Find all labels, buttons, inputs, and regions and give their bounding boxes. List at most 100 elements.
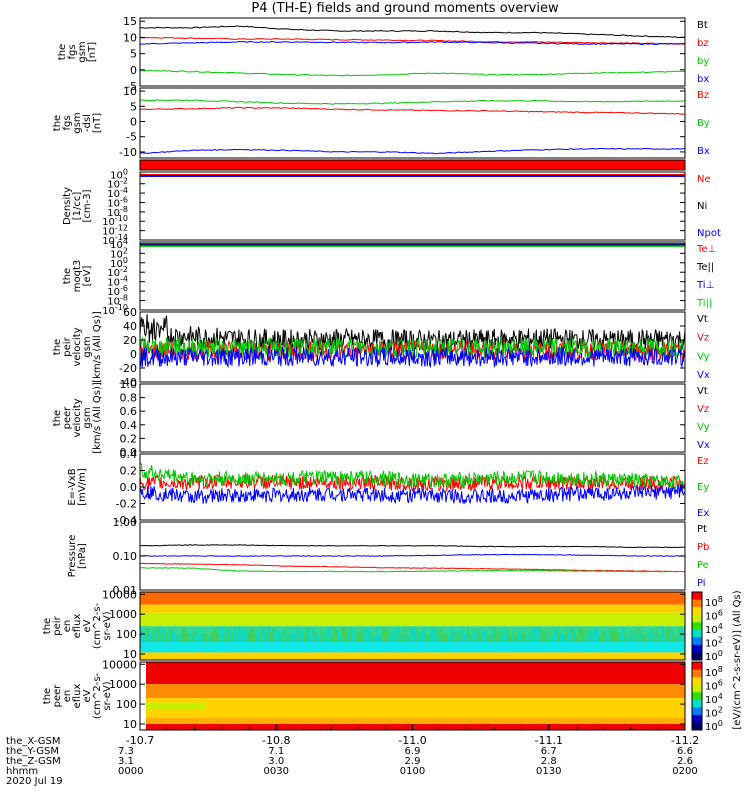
heatmap-cell	[599, 635, 602, 643]
panel-ylabel: the moqt3 [eV]	[62, 260, 93, 293]
heatmap-cell	[647, 633, 650, 643]
heatmap-cell	[446, 635, 449, 643]
panel-ylabel: the fgs gsm [nT]	[57, 41, 98, 62]
panel-fgs-gsm: 15 10 5 0 -5 the fgs gsm [nT] Bt bz by bx	[57, 15, 709, 93]
legend-by: By	[697, 118, 710, 129]
legend-vz: Vz	[697, 333, 709, 344]
colorbar-segment	[692, 599, 702, 608]
heatmap-cell	[678, 626, 681, 643]
series-pe	[139, 567, 686, 573]
y-label-line: peer	[52, 684, 63, 708]
heatmap-cell	[156, 626, 159, 643]
y-tick-label: 10	[123, 31, 137, 44]
heatmap-cell	[668, 626, 671, 643]
heatmap-cell	[414, 626, 417, 643]
heatmap-cell	[257, 634, 260, 643]
heatmap-cell	[567, 633, 570, 643]
colorbar-tick-label: 106	[705, 609, 723, 623]
y-tick-label: 10-2	[107, 265, 128, 279]
heatmap-cell	[238, 626, 241, 643]
y-label-line: the	[42, 618, 53, 634]
legend-ni: Ni	[697, 201, 707, 212]
y-tick-label: -5	[126, 131, 137, 144]
heatmap-cell	[225, 628, 229, 643]
panel-ylabel: Density [1/cc] [cm-3]	[62, 187, 93, 225]
legend-vy: Vy	[697, 351, 710, 362]
y-tick-label: 1000	[109, 678, 137, 691]
heatmap-cell	[460, 630, 463, 643]
panel-ylabel: Pressure [nPa]	[67, 535, 88, 578]
panel-ylabel: the peir velocity gsm [km/s (All Qs)]	[52, 311, 103, 383]
heatmap-cell	[548, 628, 551, 643]
y-label-line: [nT]	[87, 42, 98, 62]
series-bz	[139, 106, 686, 115]
y-label-line: gsm	[72, 112, 83, 133]
heatmap-cell	[508, 634, 512, 643]
heatmap-band	[140, 592, 685, 605]
heatmap-cell	[571, 629, 574, 643]
heatmap-cell	[211, 632, 214, 643]
y-label-line: the	[57, 44, 68, 60]
y-label-line: the	[52, 115, 63, 131]
heatmap-cell	[536, 627, 539, 643]
x-row-value: 0100	[400, 766, 425, 777]
y-label-line: (cm^2-s-	[92, 602, 103, 649]
heatmap-cell	[142, 631, 145, 643]
heatmap-cell	[534, 627, 537, 643]
heatmap-cell	[221, 626, 224, 643]
y-tick-label: 10	[123, 85, 137, 98]
heatmap-cell	[207, 636, 210, 643]
y-tick-label: 0	[130, 348, 137, 361]
heatmap-cell	[278, 632, 281, 643]
heatmap-cell	[576, 635, 579, 643]
heatmap-cell	[309, 634, 312, 643]
heatmap-cell	[385, 629, 388, 643]
y-tick-label: 0	[130, 64, 137, 77]
heatmap-cell	[506, 630, 509, 643]
y-tick-label: 40	[123, 320, 137, 333]
panel-ylabel: the fgs gsm -dsl [nT]	[52, 112, 103, 133]
heatmap-cell	[204, 633, 208, 643]
heatmap-cell	[483, 631, 486, 643]
heatmap-cell	[288, 634, 291, 643]
heatmap-cell	[297, 632, 300, 643]
heatmap-cell	[408, 635, 411, 643]
heatmap-cell	[351, 629, 354, 643]
heatmap-cell	[458, 634, 461, 643]
heatmap-cell	[462, 631, 465, 643]
heatmap-cell	[358, 632, 361, 643]
heatmap-cell	[418, 634, 421, 643]
heatmap-cell	[578, 627, 581, 643]
trace-band	[140, 175, 685, 176]
legend-te: Te⊥	[696, 244, 716, 255]
y-tick-label: 10-8	[107, 205, 128, 219]
series-bz	[139, 36, 686, 45]
x-tick-label: -10.8	[262, 734, 290, 747]
heatmap-band	[146, 718, 685, 725]
heatmap-cell	[433, 630, 436, 643]
legend-pb: Pb	[697, 542, 709, 553]
heatmap-cell	[236, 632, 239, 643]
panel-ylabel: E=-VxB [mV/m]	[67, 468, 88, 506]
y-label-line: moqt3	[72, 260, 83, 293]
x-row-value: 6.7	[541, 746, 557, 757]
heatmap-cell	[429, 632, 432, 643]
y-tick-label: 10-2	[107, 177, 128, 191]
heatmap-cell	[376, 627, 379, 643]
legend-ey: Ey	[697, 482, 709, 493]
y-label-line: E=-VxB	[67, 468, 78, 505]
y-tick-label: 0.8	[120, 392, 138, 405]
heatmap-cell	[412, 628, 415, 643]
x-row-value: 6.9	[405, 746, 421, 757]
heatmap-cell	[209, 634, 212, 643]
y-label-line: the	[42, 688, 53, 704]
colorbar-segment	[692, 622, 702, 631]
heatmap-patch	[146, 702, 206, 711]
heatmap-cell	[469, 635, 472, 643]
heatmap-cell	[605, 631, 608, 643]
heatmap-cell	[454, 630, 457, 643]
heatmap-cell	[670, 630, 673, 643]
heatmap-cell	[337, 630, 340, 643]
heatmap-cell	[584, 636, 587, 643]
